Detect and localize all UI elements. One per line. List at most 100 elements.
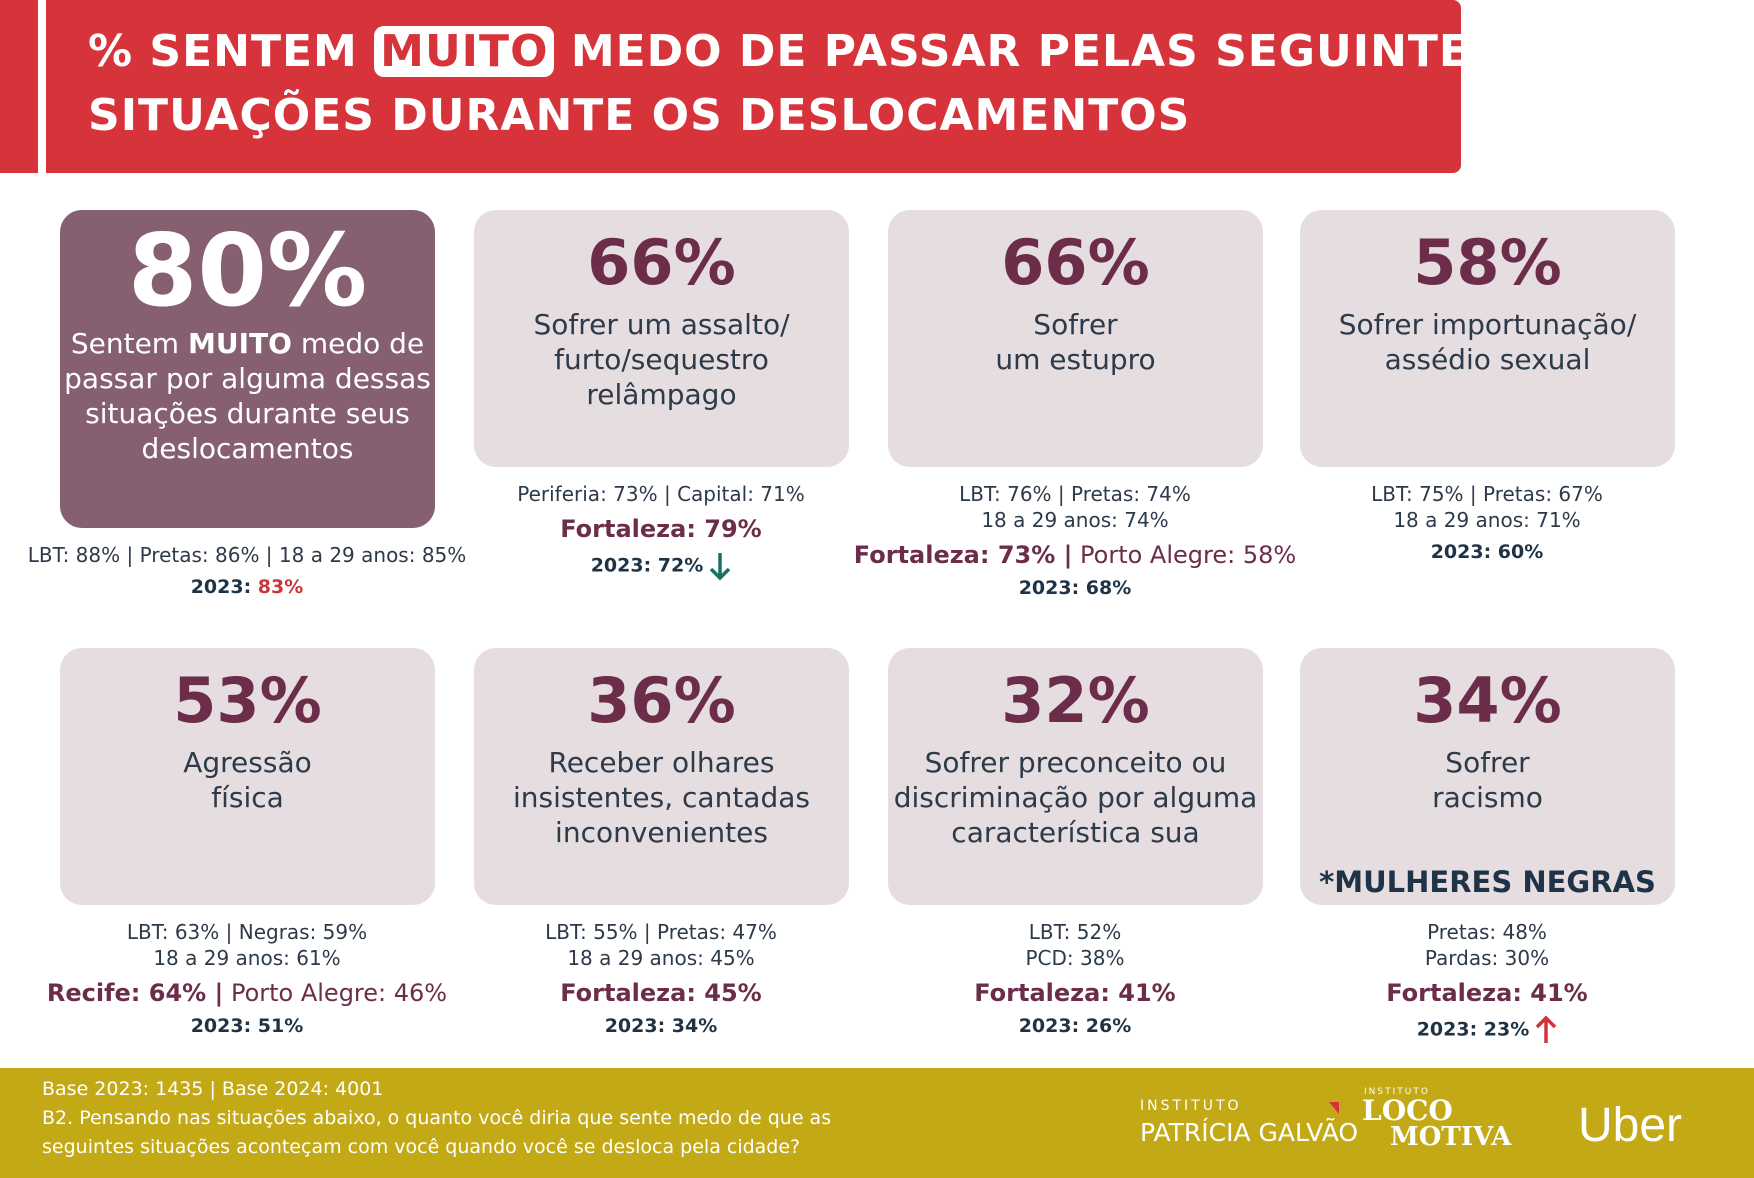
note-line: 18 a 29 anos: 74% — [981, 508, 1169, 532]
desc-line: situações durante seus — [85, 397, 410, 430]
text-segment: Fortaleza: 41% — [974, 979, 1176, 1007]
card-desc: Receber olhares insistentes, cantadas inco… — [474, 745, 849, 850]
text-segment: 2023: 51% — [190, 1015, 304, 1037]
card: 80% Sentem MUITO medo de passar por alguma… — [60, 210, 435, 528]
year-line: 2023: 26% — [845, 1015, 1305, 1037]
note-line: LBT: 88% | Pretas: 86% | 18 a 29 anos: 8… — [27, 543, 467, 567]
logo-mark — [1329, 1102, 1339, 1114]
text-segment: Fortaleza: 41% — [1386, 979, 1588, 1007]
desc-line: Sofrer — [1445, 746, 1530, 779]
logo-text: INSTITUTO — [1140, 1098, 1242, 1114]
year-line: 2023: 72% — [431, 551, 891, 581]
text-segment: Sentem — [70, 327, 188, 360]
title-text: % SENTEM — [88, 26, 358, 77]
card: 66% Sofrer um assalto/furto/sequestro relâ… — [474, 210, 849, 467]
logo-text: MOTIVA — [1390, 1122, 1512, 1152]
card-desc: Sofrer importunação/assédio sexual — [1300, 307, 1675, 377]
desc-line: Sofrer um assalto/ — [533, 308, 790, 341]
text-segment: 83% — [257, 576, 304, 598]
card-tag: *MULHERES NEGRAS — [1319, 865, 1656, 899]
desc-line: relâmpago — [586, 378, 737, 411]
title-text: MEDO DE PASSAR PELAS SEGUINTES — [570, 26, 1503, 77]
note-line: Pardas: 30% — [1424, 946, 1550, 970]
note-line: Periferia: 73% | Capital: 71% — [517, 482, 805, 506]
text-segment: Porto Alegre: 58% — [1072, 541, 1297, 569]
card-value: 53% — [173, 664, 322, 737]
card-value: 32% — [1001, 664, 1150, 737]
city-line: Fortaleza: 79% — [431, 515, 891, 543]
card-notes: LBT: 55% | Pretas: 47% 18 a 29 anos: 45% F… — [431, 919, 891, 1037]
desc-line: característica sua — [951, 816, 1200, 849]
desc-line: Agressão — [183, 746, 312, 779]
card-desc: Agressão física — [60, 745, 435, 815]
card-value: 80% — [127, 212, 368, 329]
year-line: 2023: 34% — [431, 1015, 891, 1037]
card: 32% Sofrer preconceito ou discriminação po… — [888, 648, 1263, 905]
city-line: Fortaleza: 45% — [431, 979, 891, 1007]
title-highlight: MUITO — [374, 26, 555, 77]
note-line: LBT: 55% | Pretas: 47% — [545, 920, 777, 944]
logo-text: Uber — [1578, 1099, 1683, 1152]
city-line: Recife: 64% | Porto Alegre: 46% — [17, 979, 477, 1007]
card-notes: LBT: 76% | Pretas: 74% 18 a 29 anos: 74% F… — [845, 481, 1305, 599]
trend-arrow — [710, 553, 731, 581]
footer-text: seguintes situações aconteçam com você q… — [42, 1136, 801, 1158]
text-segment: Recife: 64% | — [46, 979, 224, 1007]
card: 53% Agressão física — [60, 648, 435, 905]
card-notes: LBT: 88% | Pretas: 86% | 18 a 29 anos: 8… — [17, 542, 477, 598]
footer-band — [0, 1068, 1754, 1178]
desc-line: deslocamentos — [141, 432, 354, 465]
text-segment: 2023: 23% — [1416, 1018, 1530, 1041]
card: 36% Receber olhares insistentes, cantadas i… — [474, 648, 849, 905]
year-line: 2023: 60% — [1257, 541, 1717, 563]
card-value: 34% — [1413, 664, 1562, 737]
city-line: Fortaleza: 73% | Porto Alegre: 58% — [845, 541, 1305, 569]
card-value: 66% — [587, 226, 736, 299]
desc-line: discriminação por alguma — [893, 781, 1258, 814]
title-text: SITUAÇÕES DURANTE OS DESLOCAMENTOS — [88, 90, 1191, 141]
card-value: 36% — [587, 664, 736, 737]
note-line: LBT: 76% | Pretas: 74% — [959, 482, 1191, 506]
card-notes: LBT: 63% | Negras: 59% 18 a 29 anos: 61% R… — [17, 919, 477, 1037]
text-segment: Fortaleza: 73% | — [853, 541, 1073, 569]
logo-text: LOCO — [1362, 1094, 1453, 1127]
note-line: 18 a 29 anos: 45% — [567, 946, 755, 970]
year-line: 2023: 68% — [845, 577, 1305, 599]
desc-line: passar por alguma dessas — [64, 362, 431, 395]
city-line: Fortaleza: 41% — [845, 979, 1305, 1007]
arrow-path — [710, 553, 731, 581]
card-value: 66% — [1001, 226, 1150, 299]
desc-line: furto/sequestro — [554, 343, 769, 376]
desc-line: física — [211, 781, 284, 814]
desc-line: Sofrer — [1033, 308, 1118, 341]
note-line: Pretas: 48% — [1427, 920, 1547, 944]
text-segment: Fortaleza: 45% — [560, 979, 762, 1007]
trend-arrow — [1536, 1015, 1557, 1043]
card-notes: Pretas: 48% Pardas: 30% Fortaleza: 41% 2023… — [1257, 919, 1717, 1045]
text-segment: 2023: 60% — [1430, 541, 1544, 563]
text-segment: 2023: 68% — [1018, 577, 1132, 599]
footer-text: B2. Pensando nas situações abaixo, o qua… — [42, 1107, 832, 1129]
desc-line: racismo — [1432, 781, 1543, 814]
card-desc: Sentem MUITO medo de passar por alguma de… — [60, 326, 435, 466]
year-line: 2023: 51% — [17, 1015, 477, 1037]
card: 34% Sofrer racismo *MULHERES NEGRAS — [1300, 648, 1675, 905]
desc-line: Sofrer importunação/ — [1338, 308, 1637, 341]
note-line: LBT: 63% | Negras: 59% — [126, 920, 368, 944]
card: 58% Sofrer importunação/assédio sexual — [1300, 210, 1675, 467]
desc-line: assédio sexual — [1384, 343, 1591, 376]
logo-text: PATRÍCIA GALVÃO — [1140, 1118, 1359, 1147]
header-stripe — [38, 0, 46, 173]
card-desc: Sofrer racismo — [1300, 745, 1675, 815]
text-segment: Fortaleza: 79% — [560, 515, 762, 543]
logo-text: INSTITUTO — [1364, 1087, 1430, 1097]
footer-text: Base 2023: 1435 | Base 2024: 4001 — [42, 1078, 384, 1100]
title-line: SITUAÇÕES DURANTE OS DESLOCAMENTOS — [88, 90, 1190, 141]
desc-line: Receber olhares — [548, 746, 775, 779]
text-segment: Porto Alegre: 46% — [223, 979, 448, 1007]
desc-line: um estupro — [995, 343, 1156, 376]
card-notes: LBT: 75% | Pretas: 67% 18 a 29 anos: 71% 2… — [1257, 481, 1717, 563]
note-line: PCD: 38% — [1025, 946, 1125, 970]
note-line: 18 a 29 anos: 71% — [1393, 508, 1581, 532]
